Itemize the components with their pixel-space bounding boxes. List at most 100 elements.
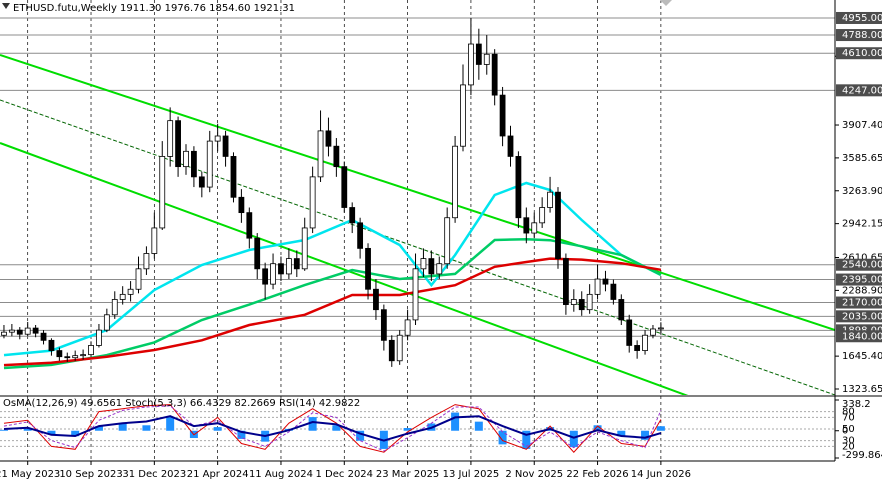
candle-body xyxy=(602,278,609,285)
y-tick-label: 2288.90 xyxy=(842,285,882,296)
y-tick-label: 3585.65 xyxy=(842,153,882,164)
osma-bar xyxy=(332,425,341,431)
candle-body xyxy=(483,53,490,65)
candle-body xyxy=(246,212,253,239)
candle-body xyxy=(111,299,118,316)
osma-bar xyxy=(498,430,507,445)
level-label: 2170.00 xyxy=(842,298,882,309)
osma-bar xyxy=(522,430,531,449)
osma-bar xyxy=(656,426,665,431)
osma-bar xyxy=(308,417,317,431)
level-box xyxy=(836,296,882,309)
y-tick-label: 1645.40 xyxy=(842,351,882,362)
osma-tick-label: -299.8649 xyxy=(842,450,882,461)
candle-body xyxy=(507,135,514,157)
candle-body xyxy=(230,156,237,198)
candle-body xyxy=(285,258,292,275)
candle-body xyxy=(523,217,530,234)
osma-bar xyxy=(71,430,80,437)
indicator-panel xyxy=(0,404,835,453)
level-label: 4788.00 xyxy=(842,30,882,41)
candle-body xyxy=(32,327,39,334)
indicator-tick-label: 30 xyxy=(842,436,855,447)
x-tick-label: 2 Nov 2025 xyxy=(505,469,563,480)
osma-bar xyxy=(593,425,602,431)
osma-bar xyxy=(451,412,460,431)
y-tick-label: 2610.65 xyxy=(842,253,882,264)
symbol-icon xyxy=(2,3,10,9)
candle-body xyxy=(40,332,47,341)
candle-body xyxy=(468,43,474,86)
indicator-tick-label: 20 xyxy=(842,441,855,452)
candle-body xyxy=(119,293,126,300)
level-box xyxy=(836,310,882,323)
candle-body xyxy=(428,258,435,275)
candle-body xyxy=(135,268,142,290)
candle-body xyxy=(657,327,664,330)
candle-body xyxy=(475,43,482,65)
candle-body xyxy=(618,299,625,321)
candle-body xyxy=(293,258,300,270)
candle-body xyxy=(531,222,538,234)
candle-body xyxy=(191,150,197,178)
y-tick-label: 3907.40 xyxy=(842,120,882,131)
candle-body xyxy=(396,334,403,362)
y-tick-label: 3263.90 xyxy=(842,186,882,197)
osma-bar xyxy=(94,426,103,431)
candle-body xyxy=(404,319,411,336)
x-tick-label: 21 Apr 2024 xyxy=(187,469,249,480)
osma-bar xyxy=(213,427,222,431)
x-tick-label: 22 Feb 2026 xyxy=(566,469,628,480)
level-box xyxy=(836,273,882,286)
level-label: 2035.00 xyxy=(842,311,882,322)
candle-body xyxy=(555,191,561,259)
candle-body xyxy=(626,319,633,346)
candle-body xyxy=(341,166,348,208)
candle-body xyxy=(420,258,427,270)
candle-body xyxy=(96,329,102,346)
candle-body xyxy=(262,268,269,285)
candle-body xyxy=(88,345,94,356)
oscillator-line xyxy=(3,404,662,453)
candle-body xyxy=(436,263,443,275)
osma-bar xyxy=(569,430,578,448)
candle-body xyxy=(175,120,181,168)
osma-bar xyxy=(617,430,626,437)
candle-body xyxy=(238,196,245,214)
candle-body xyxy=(56,350,63,358)
candle-body xyxy=(491,53,498,96)
oscillator-line xyxy=(3,405,662,452)
candle-body xyxy=(515,156,522,219)
osma-bar xyxy=(0,429,8,431)
level-label: 4610.00 xyxy=(842,48,882,59)
candle-body xyxy=(610,283,617,300)
y-tick-label: 1323.65 xyxy=(842,384,882,395)
x-tick-label: 21 May 2023 xyxy=(0,469,60,480)
candle-body xyxy=(388,339,395,362)
candle-body xyxy=(183,150,189,168)
indicator-tick-label: 80 xyxy=(842,407,855,418)
osma-bar xyxy=(47,430,56,435)
level-box xyxy=(836,258,882,271)
level-label: 1840.00 xyxy=(842,331,882,342)
osma-bar xyxy=(237,430,246,439)
candle-body xyxy=(563,258,569,305)
level-box xyxy=(836,84,882,97)
candle-body xyxy=(380,309,387,341)
x-tick-label: 14 Jun 2026 xyxy=(631,469,691,480)
candle-body xyxy=(452,145,458,219)
channel-line xyxy=(0,54,835,331)
osma-bar xyxy=(403,428,412,431)
candle-body xyxy=(578,299,585,311)
candle-body xyxy=(499,94,506,137)
candle-body xyxy=(444,217,451,265)
candle-body xyxy=(547,191,553,208)
level-label: 2395.00 xyxy=(842,275,882,286)
candle-body xyxy=(159,156,166,229)
indicator-tick-label: 70 xyxy=(842,412,855,423)
price-panel xyxy=(1,17,664,370)
candle-body xyxy=(586,293,593,311)
level-box xyxy=(836,11,882,24)
